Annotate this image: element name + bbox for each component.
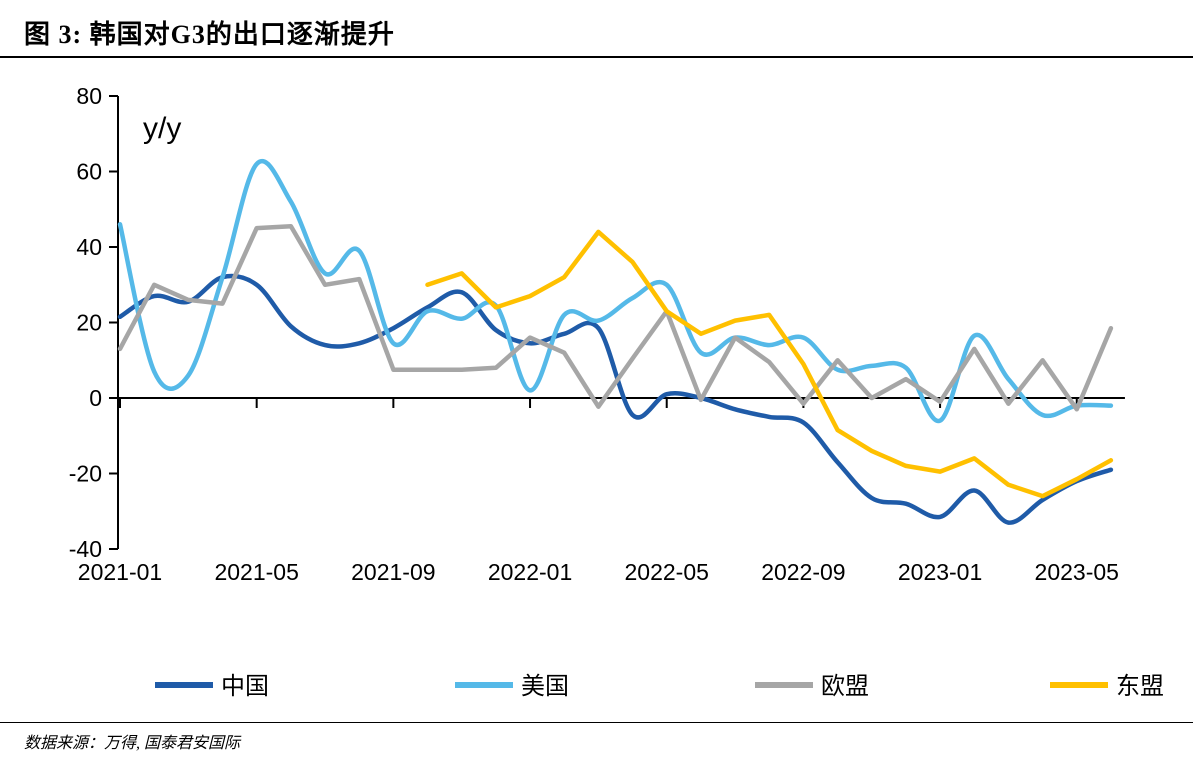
y-tick-label: 40 xyxy=(76,234,102,260)
x-tick-label: 2022-01 xyxy=(488,559,572,585)
page-title: 图 3: 韩国对G3的出口逐渐提升 xyxy=(24,20,395,49)
yoy-axis-annotation: y/y xyxy=(143,112,181,145)
y-tick-label: 0 xyxy=(89,385,102,411)
footer-divider xyxy=(0,722,1193,723)
y-tick-label: 60 xyxy=(76,159,102,185)
series-line-2 xyxy=(117,223,1114,412)
legend-item-us: 美国 xyxy=(455,673,569,700)
chart-legend: 中国 美国 欧盟 东盟 xyxy=(155,673,1164,700)
x-tick-label: 2023-01 xyxy=(898,559,982,585)
legend-label-us: 美国 xyxy=(521,673,569,700)
series-line-1 xyxy=(117,159,1114,423)
legend-item-eu: 欧盟 xyxy=(755,673,869,700)
y-tick-label: 20 xyxy=(76,310,102,336)
title-underline xyxy=(0,56,1193,58)
legend-item-asean: 东盟 xyxy=(1050,673,1164,700)
series-line-0 xyxy=(117,273,1114,525)
x-tick-label: 2021-09 xyxy=(351,559,435,585)
chart-area: 80 60 40 20 0 -20 -40 2021-01 2021-05 2021-09 2022… xyxy=(0,60,1193,720)
y-tick-label: -20 xyxy=(69,461,102,487)
series-line-3 xyxy=(425,229,1114,499)
legend-label-china: 中国 xyxy=(221,673,269,700)
x-tick-label: 2021-05 xyxy=(214,559,298,585)
legend-label-asean: 东盟 xyxy=(1116,673,1164,700)
series-lines-layer xyxy=(117,159,1114,525)
x-tick-label: 2022-05 xyxy=(625,559,709,585)
legend-item-china: 中国 xyxy=(155,673,269,700)
y-tick-label: -40 xyxy=(69,536,102,562)
y-tick-label: 80 xyxy=(76,83,102,109)
x-tick-label: 2022-09 xyxy=(761,559,845,585)
figure-header: 图 3: 韩国对G3的出口逐渐提升 xyxy=(0,0,1193,58)
x-tick-label: 2021-01 xyxy=(78,559,162,585)
x-tick-label: 2023-05 xyxy=(1035,559,1119,585)
data-source-note: 数据来源：万得, 国泰君安国际 xyxy=(24,735,241,752)
legend-label-eu: 欧盟 xyxy=(821,673,869,700)
